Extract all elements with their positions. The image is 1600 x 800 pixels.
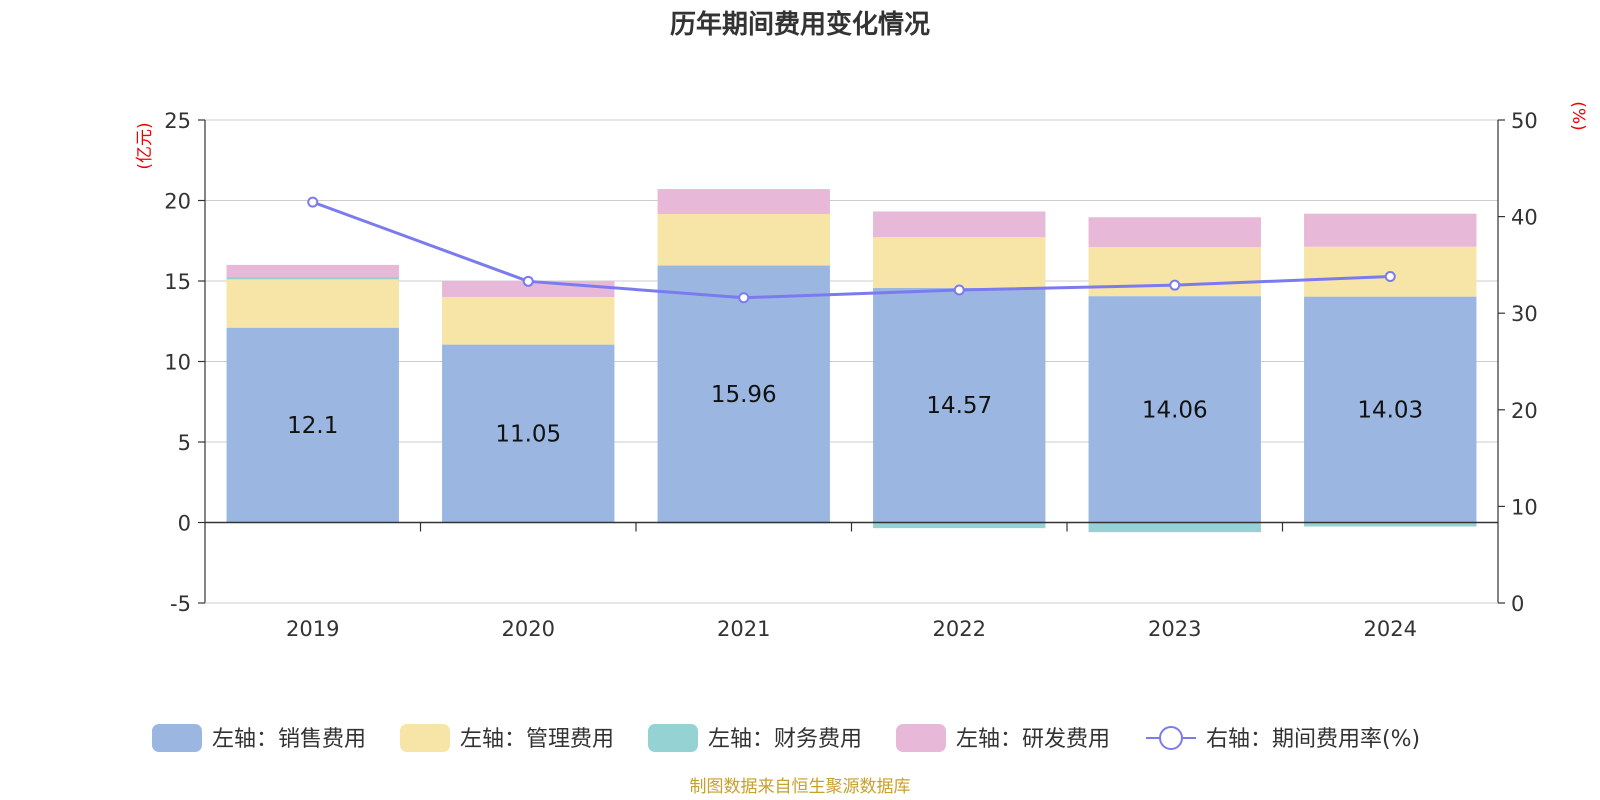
right-axis-unit: (%) xyxy=(1568,101,1588,130)
left-axis-tick-label: 10 xyxy=(164,351,191,375)
bar-labels: 12.1 11.05 15.96 14.57 14.06 14.03 xyxy=(287,382,1423,448)
data-source: 制图数据来自恒生聚源数据库 xyxy=(690,777,911,797)
x-axis-tick-label: 2021 xyxy=(717,617,770,641)
bar-value-label: 14.03 xyxy=(1357,398,1423,424)
legend-label: 左轴：管理费用 xyxy=(460,727,614,752)
rate-point xyxy=(307,196,319,208)
bar-segment xyxy=(226,327,399,523)
right-axis-tick-label: 50 xyxy=(1511,109,1538,133)
legend: 左轴：销售费用 左轴：管理费用 左轴：财务费用 左轴：研发费用 右轴：期间费用率(%) xyxy=(152,724,1420,752)
right-axis-tick-label: 40 xyxy=(1511,206,1538,230)
bar-segment xyxy=(1304,522,1477,527)
chart-title: 历年期间费用变化情况 xyxy=(670,9,930,40)
legend-swatch xyxy=(648,724,698,752)
rate-point xyxy=(522,275,534,287)
right-axis-tick-label: 30 xyxy=(1511,302,1538,326)
left-axis-tick-label: 15 xyxy=(164,270,191,294)
legend-swatch xyxy=(400,724,450,752)
bar-segment xyxy=(1088,522,1261,533)
bar-value-label: 11.05 xyxy=(495,422,561,448)
bar-segment xyxy=(1088,217,1261,248)
bar-value-label: 15.96 xyxy=(711,382,777,408)
bar-segment xyxy=(226,279,399,328)
left-axis-tick-label: 25 xyxy=(164,109,191,133)
legend-swatch xyxy=(152,724,202,752)
bar-segment xyxy=(657,265,830,523)
x-axis-tick-label: 2024 xyxy=(1364,617,1417,641)
bar-segment xyxy=(442,344,615,523)
rate-point xyxy=(1384,270,1396,282)
bar-value-label: 14.06 xyxy=(1142,397,1208,423)
right-axis-tick-label: 0 xyxy=(1511,592,1524,616)
bar-segment xyxy=(873,287,1046,523)
rate-point xyxy=(1169,279,1181,291)
bar-segment xyxy=(657,189,830,215)
legend-marker xyxy=(1159,726,1183,750)
left-axis-tick-label: 5 xyxy=(178,431,191,455)
rate-point xyxy=(738,292,750,304)
left-axis-tick-label: 20 xyxy=(164,190,191,214)
left-axis-tick-label: 0 xyxy=(178,512,191,536)
bar-value-label: 14.57 xyxy=(926,393,992,419)
bar-segment xyxy=(1088,296,1261,523)
rate-line-path xyxy=(312,200,1391,300)
legend-label: 左轴：财务费用 xyxy=(708,727,862,752)
x-axis-tick-label: 2023 xyxy=(1148,617,1201,641)
left-axis-unit: (亿元) xyxy=(135,122,155,169)
bar-segment xyxy=(657,214,830,266)
bar-segment xyxy=(873,211,1046,238)
x-axis-tick-label: 2020 xyxy=(502,617,555,641)
axes: -5 0 5 10 15 20 25 0 10 20 30 40 50 2019 2020 2021 2022 2… xyxy=(164,109,1537,641)
bar-segment xyxy=(873,522,1046,529)
x-axis-tick-label: 2022 xyxy=(933,617,986,641)
legend-label: 左轴：销售费用 xyxy=(212,727,366,752)
bars xyxy=(226,189,1477,533)
bar-segment xyxy=(873,237,1046,288)
legend-swatch xyxy=(896,724,946,752)
legend-label: 左轴：研发费用 xyxy=(956,727,1110,752)
bar-value-label: 12.1 xyxy=(287,413,338,439)
x-axis-tick-label: 2019 xyxy=(286,617,339,641)
legend-label: 右轴：期间费用率(%) xyxy=(1206,727,1420,752)
bar-segment xyxy=(1304,213,1477,247)
bar-segment xyxy=(226,276,399,280)
rate-point xyxy=(953,284,965,296)
left-axis-tick-label: -5 xyxy=(170,592,191,616)
bar-segment xyxy=(442,297,615,345)
right-axis-tick-label: 10 xyxy=(1511,495,1538,519)
rate-line xyxy=(307,196,1396,304)
right-axis-tick-label: 20 xyxy=(1511,399,1538,423)
bar-segment xyxy=(226,264,399,277)
bar-segment xyxy=(1304,296,1477,523)
